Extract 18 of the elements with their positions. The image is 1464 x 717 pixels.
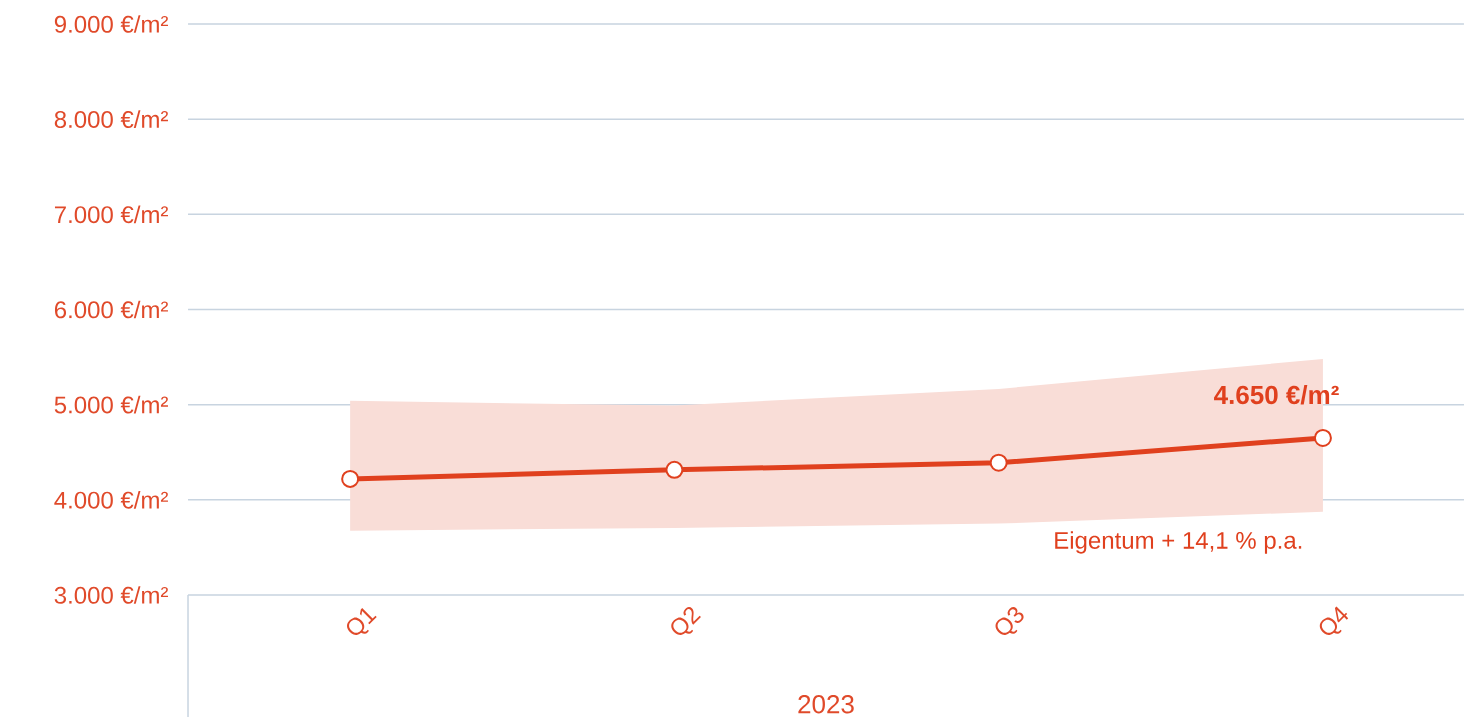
point	[665, 460, 684, 479]
x-tick-label: Q1	[346, 608, 377, 635]
y-tick-label: 8.000 €/m²	[54, 110, 168, 128]
x-tick-label: Q4	[1319, 606, 1349, 635]
point	[989, 453, 1008, 472]
y-tick-label: 4.000 €/m²	[54, 491, 168, 509]
data-label: 4.650 €/m²	[1214, 385, 1339, 405]
y-tick-label: 5.000 €/m²	[54, 395, 168, 414]
y-tick-label: 9.000 €/m²	[54, 15, 168, 33]
point	[1313, 428, 1332, 447]
x-axis-title: 2023	[798, 695, 854, 714]
x-tick-label: Q2	[671, 607, 701, 635]
point	[341, 469, 360, 488]
y-tick-label: 6.000 €/m²	[54, 300, 168, 319]
y-tick-label: 3.000 €/m²	[54, 586, 168, 604]
text: Eigentum + 14,1 % p.a.	[1055, 531, 1302, 554]
y-tick-label: 7.000 €/m²	[54, 205, 168, 224]
x-tick-label: Q3	[995, 607, 1024, 635]
